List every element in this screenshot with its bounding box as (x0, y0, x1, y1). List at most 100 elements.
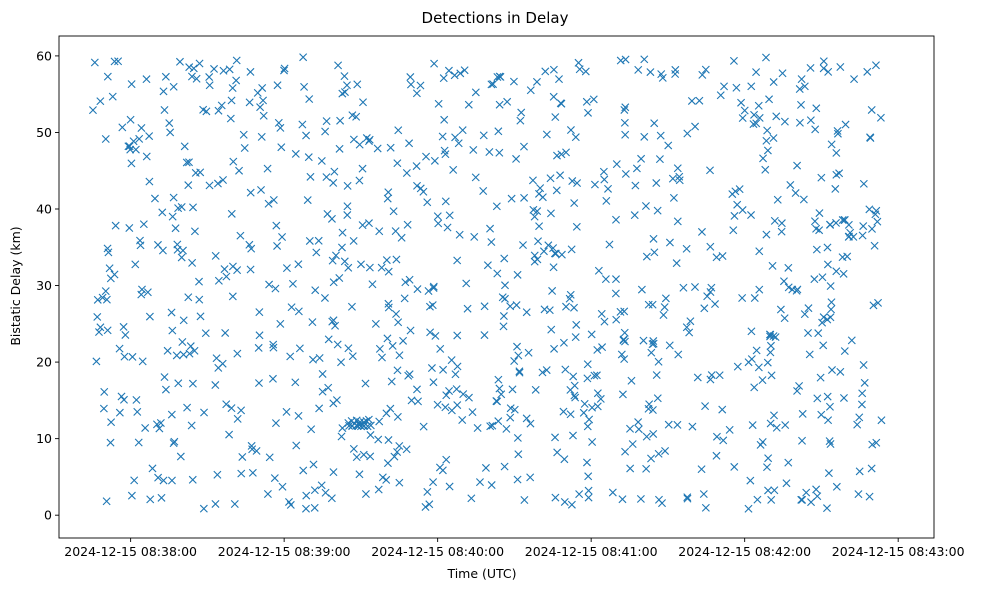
detection-point (189, 64, 198, 73)
detection-point (682, 323, 691, 332)
detection-point (593, 402, 602, 411)
detection-point (858, 389, 867, 398)
detection-point (329, 316, 338, 325)
detection-point (99, 404, 108, 413)
detection-point (747, 355, 756, 364)
detection-point (148, 464, 157, 473)
detection-point (779, 277, 788, 286)
detection-point (106, 438, 115, 447)
detection-point (247, 244, 256, 253)
detection-point (471, 88, 480, 97)
detection-point (442, 391, 451, 400)
detection-point (526, 86, 535, 95)
detection-point (442, 455, 451, 464)
detection-point (594, 266, 603, 275)
detection-point (819, 57, 828, 66)
detection-point (761, 165, 770, 174)
detection-point (712, 432, 721, 441)
detection-point (120, 352, 129, 361)
detection-point (617, 350, 626, 359)
detection-point (480, 331, 489, 340)
detection-point (824, 416, 833, 425)
detection-point (177, 253, 186, 262)
plot-frame (58, 35, 935, 539)
detection-point (444, 66, 453, 75)
detection-point (683, 129, 692, 138)
detection-point (547, 325, 556, 334)
detection-point (539, 247, 548, 256)
detection-point (647, 348, 656, 357)
detection-point (368, 280, 377, 289)
detection-point (111, 221, 120, 230)
detection-point (584, 493, 593, 502)
detection-point (331, 321, 340, 330)
detection-point (650, 119, 659, 128)
detection-point (854, 490, 863, 499)
detection-point (673, 164, 682, 173)
detection-point (575, 65, 584, 74)
detection-point (640, 132, 649, 141)
y-tick-label: 30 (36, 278, 52, 293)
detection-point (184, 293, 193, 302)
detection-point (777, 219, 786, 228)
detection-point (546, 209, 555, 218)
detection-point (413, 285, 422, 294)
detection-point (773, 195, 782, 204)
detection-point (642, 432, 651, 441)
detection-point (824, 67, 833, 76)
detection-point (269, 196, 278, 204)
detection-point (473, 424, 482, 432)
detection-point (664, 420, 673, 429)
detection-point (133, 407, 142, 416)
detection-point (169, 193, 178, 202)
detection-point (337, 432, 346, 441)
detection-point (806, 63, 815, 72)
detection-point (826, 220, 835, 229)
detection-point (424, 287, 433, 295)
detection-point (753, 495, 762, 504)
detection-point (826, 440, 835, 448)
detection-point (328, 256, 337, 265)
detection-point (772, 112, 781, 121)
detection-point (365, 263, 374, 272)
detection-point (349, 236, 358, 245)
detection-point (701, 503, 710, 512)
detection-point (559, 338, 568, 347)
detection-point (685, 328, 694, 337)
detection-point (649, 429, 658, 438)
detection-point (532, 77, 541, 86)
detection-point (647, 454, 656, 463)
detection-point (119, 395, 128, 404)
detection-point (814, 329, 823, 338)
detection-point (641, 201, 650, 210)
detection-point (278, 233, 287, 242)
detection-point (101, 287, 110, 296)
detection-point (764, 486, 773, 495)
detection-point (600, 175, 609, 184)
detection-point (780, 314, 789, 323)
detection-point (110, 57, 119, 66)
detection-point (688, 422, 697, 431)
detection-point (652, 371, 661, 380)
detection-point (673, 420, 682, 429)
detection-point (464, 393, 473, 402)
detection-point (271, 419, 280, 428)
detection-point (626, 464, 635, 473)
detection-point (384, 267, 393, 276)
detection-point (268, 374, 277, 383)
detection-point (749, 120, 758, 129)
detection-point (335, 144, 344, 153)
detection-point (406, 326, 415, 335)
detection-point (460, 66, 469, 75)
detection-point (311, 286, 320, 295)
detection-point (569, 372, 578, 381)
detection-point (107, 418, 116, 427)
detection-point (733, 362, 742, 371)
detection-point (646, 68, 655, 77)
detection-point (159, 476, 168, 485)
detection-point (343, 202, 352, 211)
detection-point (306, 172, 315, 181)
detection-point (766, 341, 775, 350)
detection-point (634, 425, 643, 434)
